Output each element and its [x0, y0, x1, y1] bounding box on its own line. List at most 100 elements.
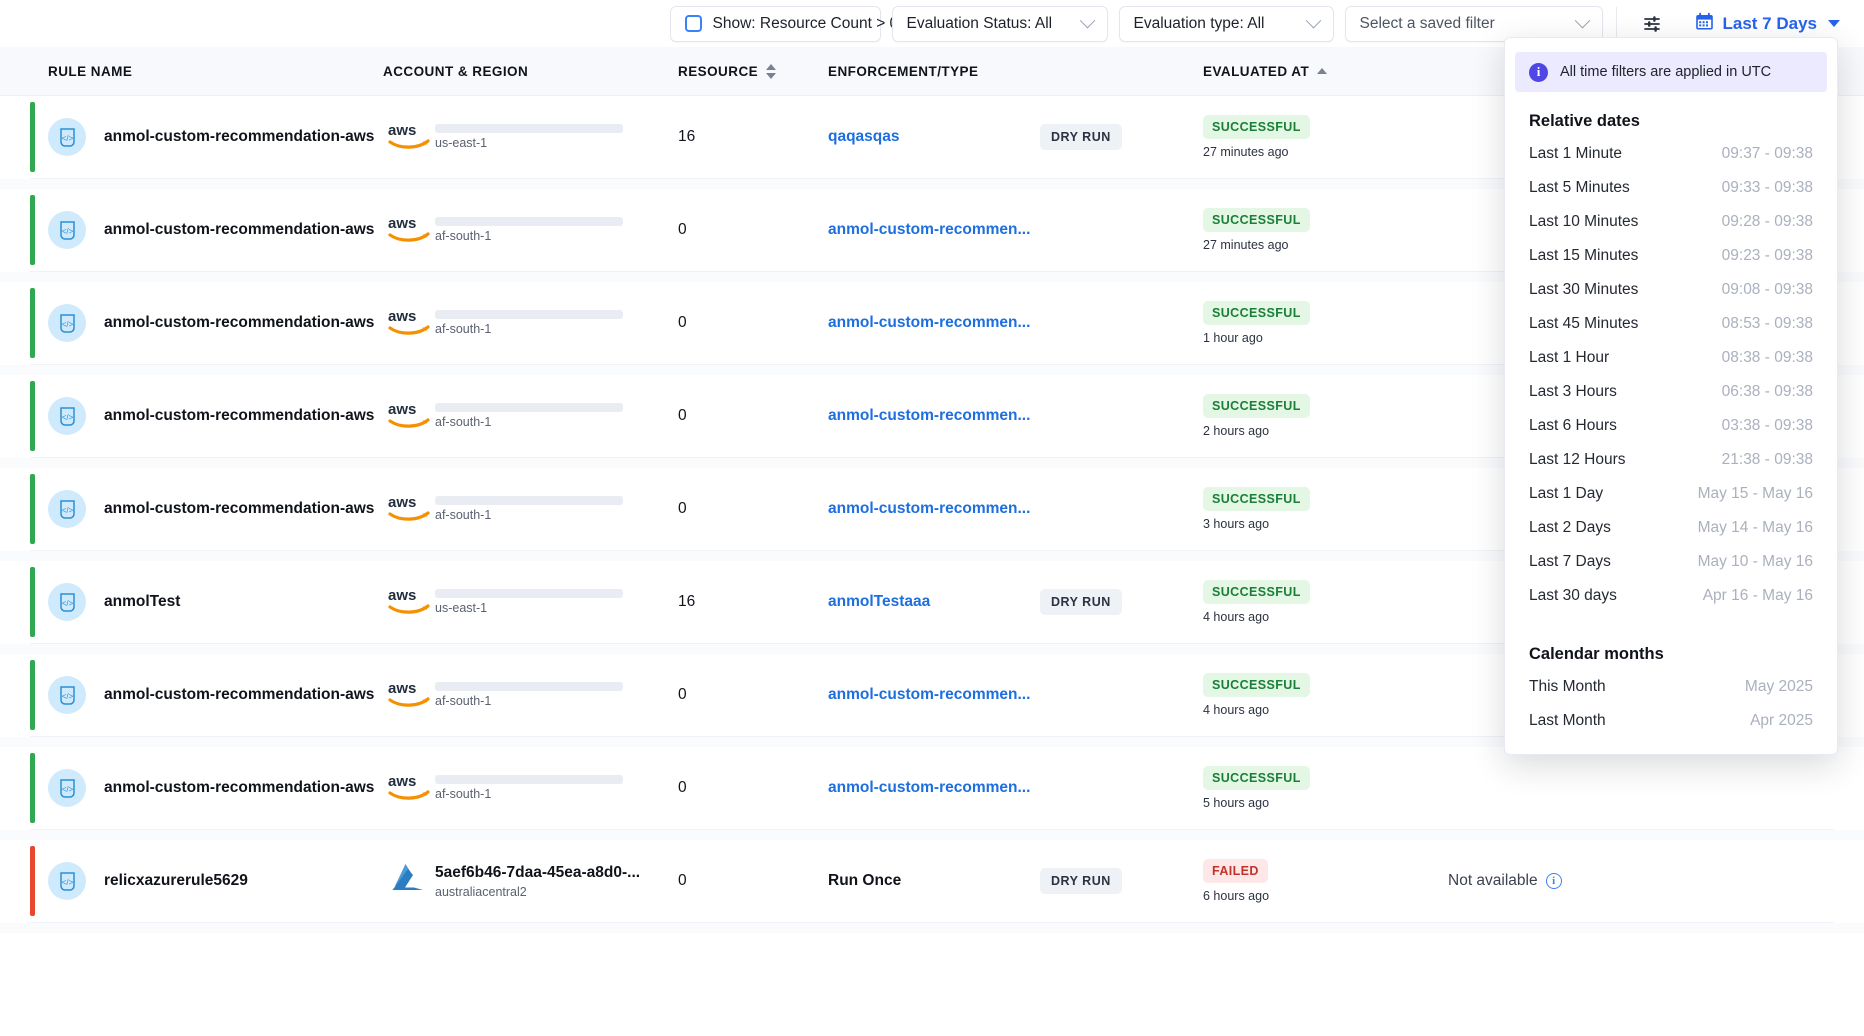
enforcement-cell: anmol-custom-recommen...: [828, 686, 1203, 704]
relative-dates-heading: Relative dates: [1529, 112, 1640, 130]
relative-date-option-13[interactable]: Last 30 days Apr 16 - May 16: [1505, 579, 1837, 613]
cloud-provider-logo: [383, 862, 435, 900]
option-value: 08:38 - 09:38: [1721, 349, 1813, 366]
rule-name-cell[interactable]: </> anmol-custom-recommendation-aws: [30, 676, 383, 714]
rule-name-cell[interactable]: </> anmol-custom-recommendation-aws: [30, 211, 383, 249]
relative-date-option-7[interactable]: Last 3 Hours 06:38 - 09:38: [1505, 375, 1837, 409]
enforcement-link[interactable]: qaqasqas: [828, 128, 900, 145]
evaluation-type-label: Evaluation type: All: [1133, 14, 1265, 32]
evaluation-type-select[interactable]: Evaluation type: All: [1118, 5, 1334, 42]
column-header-resource[interactable]: RESOURCE: [678, 63, 828, 79]
calendar-month-option-0[interactable]: This Month May 2025: [1505, 670, 1837, 704]
relative-date-option-6[interactable]: Last 1 Hour 08:38 - 09:38: [1505, 341, 1837, 375]
relative-date-option-11[interactable]: Last 2 Days May 14 - May 16: [1505, 511, 1837, 545]
rule-name-cell[interactable]: </> anmol-custom-recommendation-aws: [30, 304, 383, 342]
evaluated-at-cell: SUCCESSFUL 27 minutes ago: [1203, 208, 1448, 252]
enforcement-link[interactable]: anmol-custom-recommen...: [828, 500, 1031, 517]
relative-date-option-12[interactable]: Last 7 Days May 10 - May 16: [1505, 545, 1837, 579]
cloud-provider-logo: aws: [383, 771, 435, 806]
region-text: us-east-1: [435, 601, 488, 615]
cloud-provider-logo: aws: [383, 399, 435, 434]
evaluated-at-cell: SUCCESSFUL 1 hour ago: [1203, 301, 1448, 345]
column-header-rule-name[interactable]: RULE NAME: [0, 64, 383, 79]
evaluated-ago-text: 27 minutes ago: [1203, 238, 1289, 252]
evaluated-at-cell: SUCCESSFUL 27 minutes ago: [1203, 115, 1448, 159]
column-header-account-region[interactable]: ACCOUNT & REGION: [383, 64, 678, 79]
evaluated-ago-text: 4 hours ago: [1203, 703, 1270, 717]
date-range-button[interactable]: Last 7 Days: [1685, 12, 1847, 36]
relative-date-option-8[interactable]: Last 6 Hours 03:38 - 09:38: [1505, 409, 1837, 443]
rule-name-cell[interactable]: </> anmolTest: [30, 583, 383, 621]
panel-spacer: [1505, 613, 1837, 625]
option-label: Last 7 Days: [1529, 553, 1611, 570]
option-label: This Month: [1529, 678, 1606, 695]
relative-date-option-9[interactable]: Last 12 Hours 21:38 - 09:38: [1505, 443, 1837, 477]
option-value: 09:28 - 09:38: [1721, 213, 1813, 230]
saved-filter-select[interactable]: Select a saved filter: [1344, 5, 1603, 42]
option-value: 03:38 - 09:38: [1721, 417, 1813, 434]
sort-toggle-icon[interactable]: [766, 63, 777, 79]
option-label: Last 1 Hour: [1529, 349, 1610, 366]
account-region-cell: aws af-south-1: [383, 306, 678, 341]
relative-date-option-1[interactable]: Last 5 Minutes 09:33 - 09:38: [1505, 171, 1837, 205]
rule-name-cell[interactable]: </> relicxazurerule5629: [30, 862, 383, 900]
relative-date-option-10[interactable]: Last 1 Day May 15 - May 16: [1505, 477, 1837, 511]
filter-settings-button[interactable]: [1630, 6, 1674, 42]
option-value: 09:33 - 09:38: [1721, 179, 1813, 196]
rule-name-cell[interactable]: </> anmol-custom-recommendation-aws: [30, 769, 383, 807]
rule-badge-icon: </>: [48, 304, 86, 342]
calendar-icon: [1695, 12, 1714, 36]
rule-name-text: anmol-custom-recommendation-aws: [104, 407, 375, 424]
relative-date-option-5[interactable]: Last 45 Minutes 08:53 - 09:38: [1505, 307, 1837, 341]
region-text: af-south-1: [435, 229, 492, 243]
chevron-down-icon: [1828, 20, 1840, 27]
evaluation-status-select[interactable]: Evaluation Status: All: [891, 5, 1108, 42]
sort-ascending-icon[interactable]: [1317, 68, 1328, 74]
rule-badge-icon: </>: [48, 862, 86, 900]
rule-name-text: anmol-custom-recommendation-aws: [104, 500, 375, 517]
relative-date-option-4[interactable]: Last 30 Minutes 09:08 - 09:38: [1505, 273, 1837, 307]
table-row[interactable]: </> relicxazurerule5629 5aef6b46-7daa-45…: [30, 840, 1834, 923]
enforcement-link[interactable]: anmolTestaaa: [828, 593, 931, 610]
svg-text:aws: aws: [388, 494, 416, 511]
info-icon[interactable]: i: [1545, 873, 1562, 889]
rule-name-text: anmolTest: [104, 593, 181, 610]
rule-name-cell[interactable]: </> anmol-custom-recommendation-aws: [30, 397, 383, 435]
svg-text:</>: </>: [61, 413, 73, 422]
calendar-month-option-1[interactable]: Last Month Apr 2025: [1505, 704, 1837, 738]
filters-toolbar: Show: Resource Count > 0 Evaluation Stat…: [0, 0, 1864, 47]
region-text: af-south-1: [435, 508, 492, 522]
account-name-masked: [435, 775, 623, 784]
resource-count-checkbox[interactable]: [684, 15, 702, 32]
column-header-evaluated-at[interactable]: EVALUATED AT: [1203, 64, 1448, 79]
option-value: May 10 - May 16: [1697, 553, 1813, 570]
relative-dates-list: Last 1 Minute 09:37 - 09:38 Last 5 Minute…: [1505, 137, 1837, 613]
enforcement-cell: anmol-custom-recommen...: [828, 407, 1203, 425]
resource-count-filter-chip[interactable]: Show: Resource Count > 0: [669, 5, 898, 42]
row-separator: [0, 830, 1864, 840]
rule-name-cell[interactable]: </> anmol-custom-recommendation-aws: [30, 490, 383, 528]
relative-date-option-2[interactable]: Last 10 Minutes 09:28 - 09:38: [1505, 205, 1837, 239]
account-name-masked: [435, 217, 623, 226]
enforcement-link[interactable]: anmol-custom-recommen...: [828, 686, 1031, 703]
table-row[interactable]: </> anmol-custom-recommendation-aws aws …: [30, 747, 1834, 830]
svg-text:</>: </>: [61, 878, 73, 887]
enforcement-link[interactable]: anmol-custom-recommen...: [828, 779, 1031, 796]
enforcement-link[interactable]: anmol-custom-recommen...: [828, 314, 1031, 331]
date-range-dropdown-panel: i All time filters are applied in UTC Re…: [1504, 37, 1838, 755]
rule-name-cell[interactable]: </> anmol-custom-recommendation-aws: [30, 118, 383, 156]
column-header-enforcement-type[interactable]: ENFORCEMENT/TYPE: [828, 64, 1203, 79]
option-label: Last Month: [1529, 712, 1606, 729]
resource-count-cell: 0: [678, 221, 687, 238]
option-label: Last 6 Hours: [1529, 417, 1617, 434]
svg-text:</>: </>: [61, 785, 73, 794]
relative-date-option-3[interactable]: Last 15 Minutes 09:23 - 09:38: [1505, 239, 1837, 273]
svg-text:aws: aws: [388, 215, 416, 232]
enforcement-link[interactable]: anmol-custom-recommen...: [828, 407, 1031, 424]
enforcement-link[interactable]: anmol-custom-recommen...: [828, 221, 1031, 238]
resource-count-cell: 16: [678, 593, 696, 610]
relative-date-option-0[interactable]: Last 1 Minute 09:37 - 09:38: [1505, 137, 1837, 171]
cloud-provider-logo: aws: [383, 306, 435, 341]
option-value: Apr 16 - May 16: [1702, 587, 1813, 604]
